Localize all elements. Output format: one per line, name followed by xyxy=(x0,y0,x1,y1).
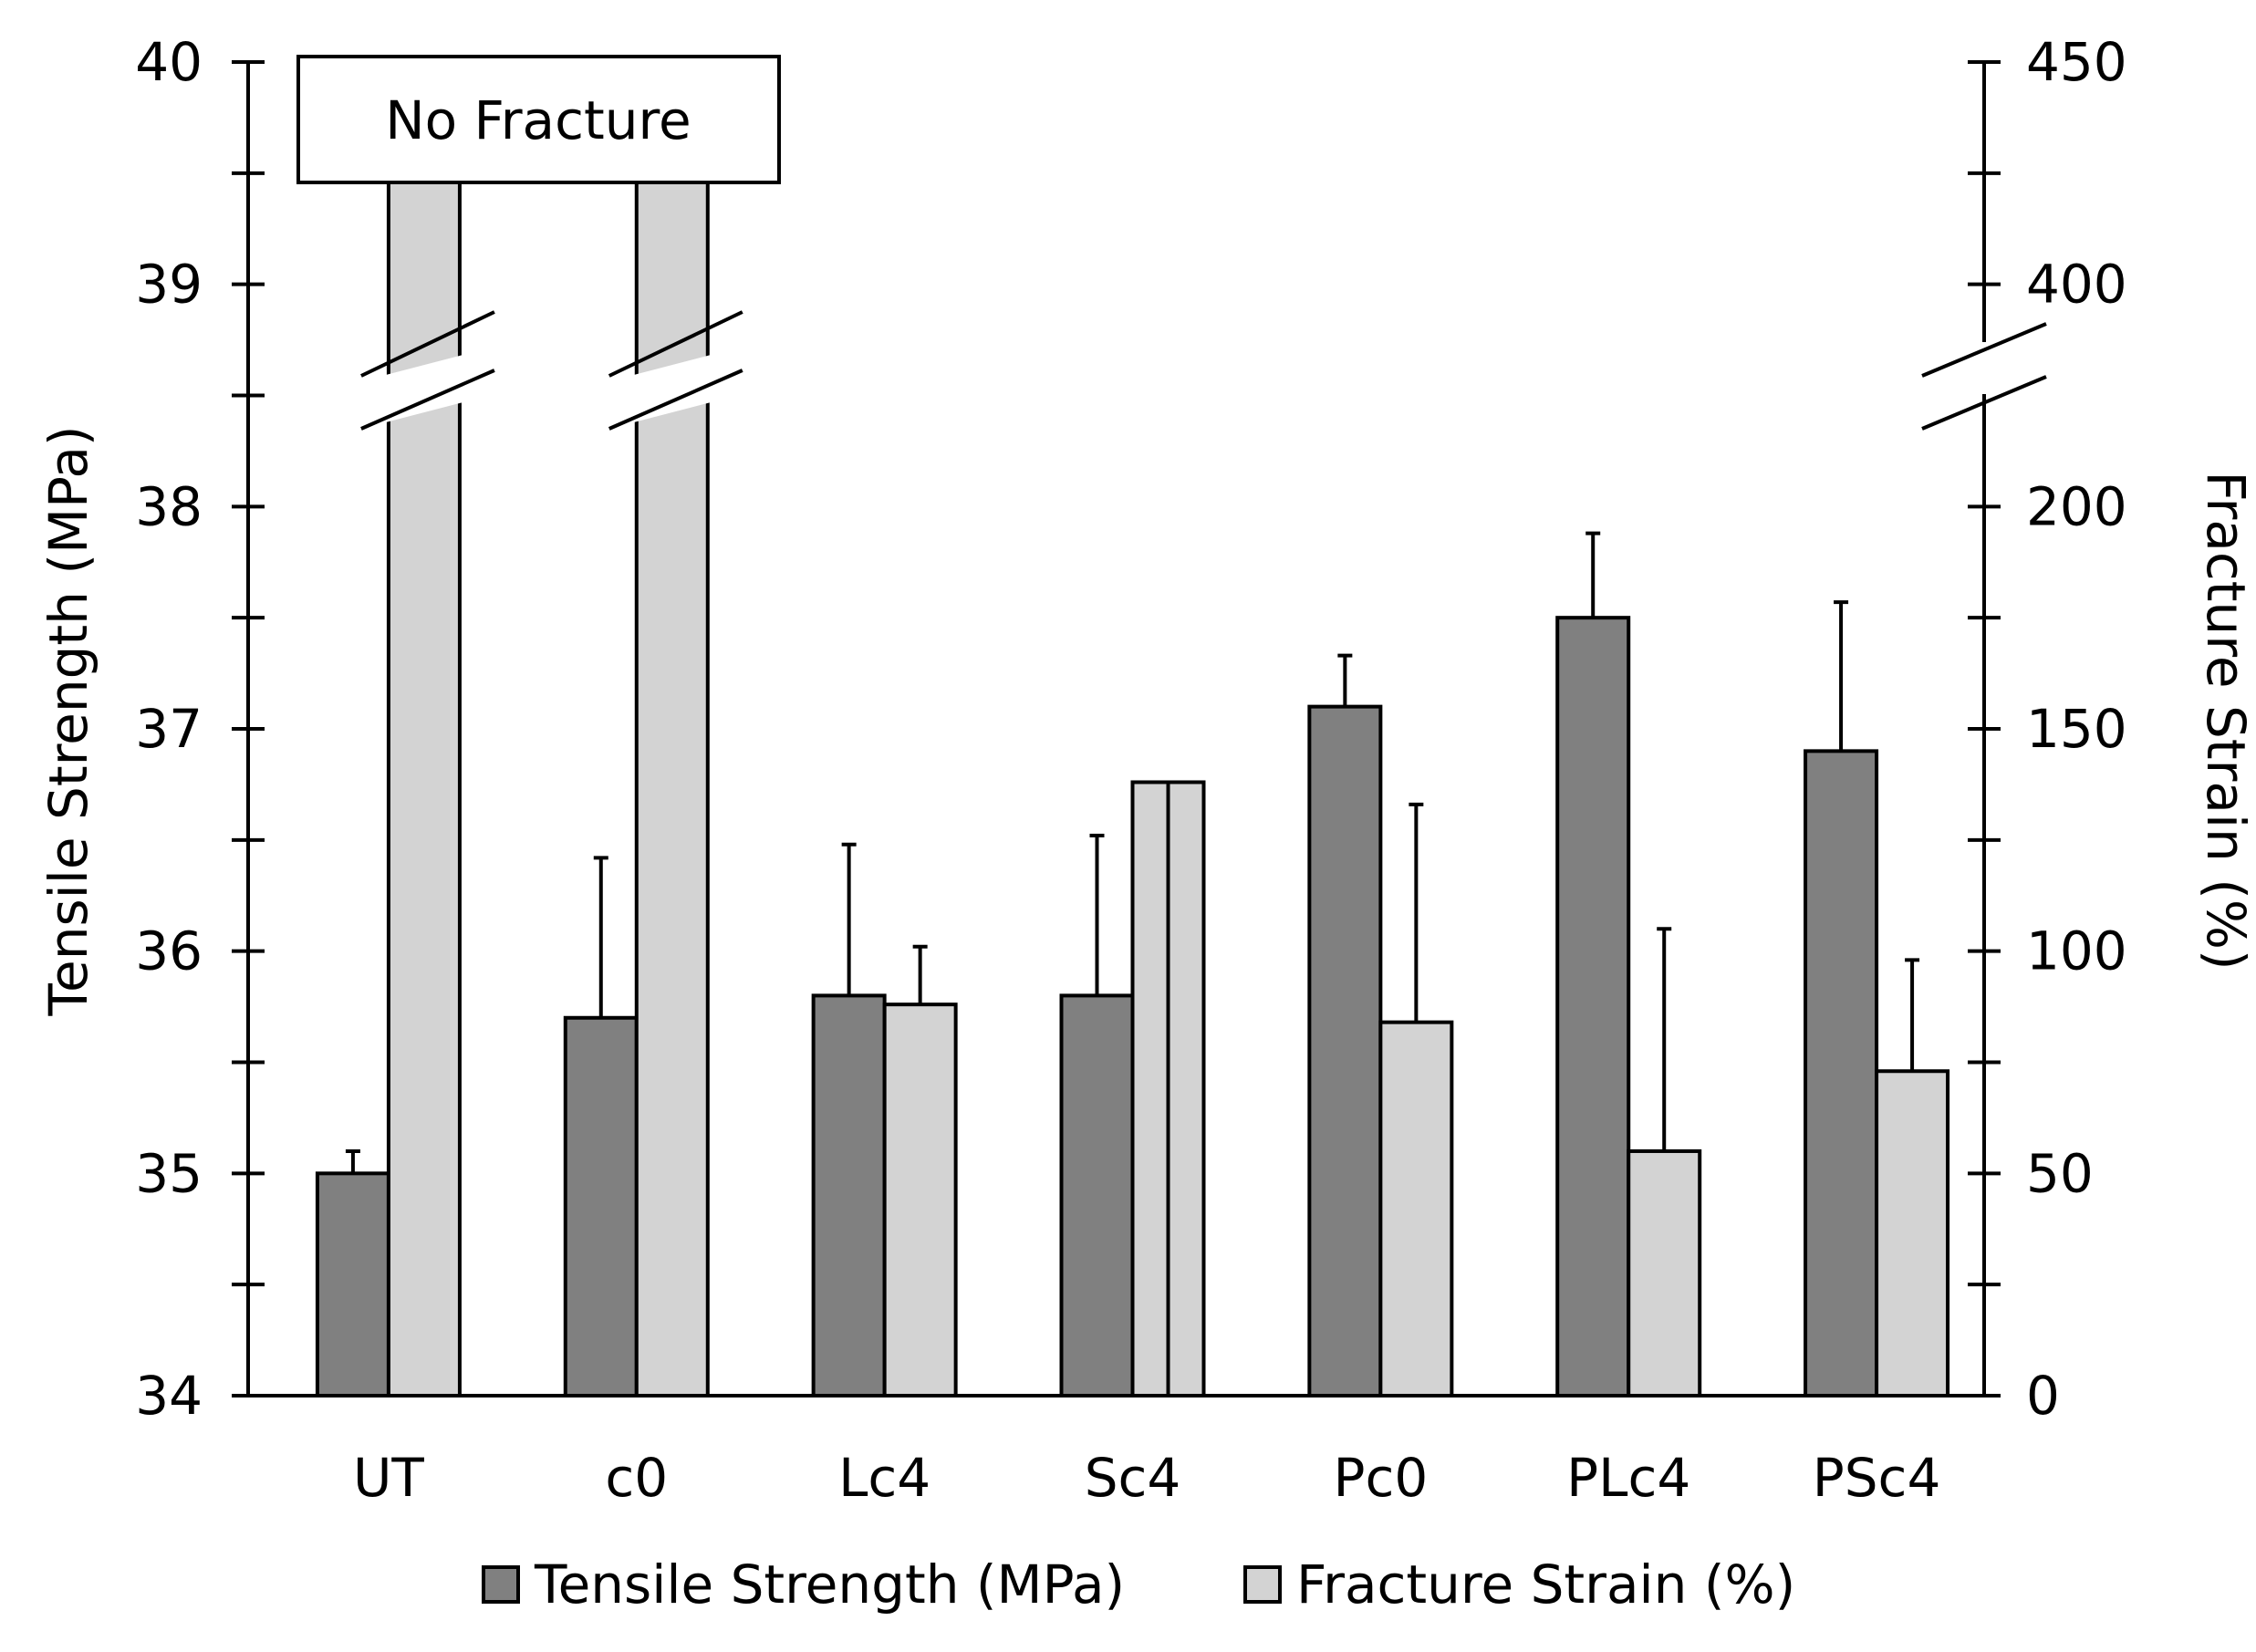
left-tick-label: 39 xyxy=(135,254,203,316)
x-category-label: PSc4 xyxy=(1813,1447,1941,1509)
right-tick-label: 450 xyxy=(2026,31,2127,93)
left-axis-title: Tensile Strength (MPa) xyxy=(37,425,99,1016)
bar-fracture-strain xyxy=(1627,1148,1702,1397)
bar-fracture-strain xyxy=(1378,1020,1454,1397)
bar-break-gap xyxy=(608,347,743,429)
left-tick-label: 38 xyxy=(135,475,203,537)
x-category-label: c0 xyxy=(605,1447,668,1509)
x-category-label: Sc4 xyxy=(1085,1447,1181,1509)
bar-tensile-strength xyxy=(315,1171,390,1398)
x-category-label: Pc0 xyxy=(1333,1447,1428,1509)
bar-tensile-strength xyxy=(1555,616,1631,1397)
right-tick-label: 150 xyxy=(2026,698,2127,760)
bar-break-mark-lower xyxy=(360,369,495,431)
no-fracture-label: No Fracture xyxy=(385,89,691,151)
legend-label-fracture-strain: Fracture Strain (%) xyxy=(1296,1553,1795,1616)
x-category-label: UT xyxy=(353,1447,424,1509)
legend-label-tensile-strength: Tensile Strength (MPa) xyxy=(534,1553,1125,1616)
right-tick-label: 400 xyxy=(2026,254,2127,316)
bar-tensile-strength xyxy=(811,993,887,1398)
legend-swatch-tensile-strength xyxy=(482,1565,520,1604)
legend: Tensile Strength (MPa) Fracture Strain (… xyxy=(482,1553,1795,1616)
legend-swatch-fracture-strain xyxy=(1243,1565,1282,1604)
right-tick-label: 50 xyxy=(2026,1142,2094,1204)
bar-break-mark-lower xyxy=(608,369,743,431)
bar-tensile-strength xyxy=(1804,749,1879,1397)
bar-break-mark-upper xyxy=(360,310,495,378)
bar-tensile-strength xyxy=(1059,993,1135,1398)
left-tick-label: 40 xyxy=(135,31,203,93)
bar-tensile-strength xyxy=(1307,704,1383,1397)
x-category-label: Lc4 xyxy=(838,1447,930,1509)
right-axis-break-mark-upper xyxy=(1921,322,2047,378)
bar-fracture-strain xyxy=(882,1003,958,1397)
right-tick-label: 0 xyxy=(2026,1365,2060,1427)
bar-tensile-strength xyxy=(563,1015,639,1398)
left-tick-label: 36 xyxy=(135,920,203,982)
right-axis-title: Fracture Strain (%) xyxy=(2195,471,2256,970)
bar-break-mark-upper xyxy=(608,310,743,378)
bar-fracture-strain xyxy=(1875,1069,1950,1398)
right-tick-label: 200 xyxy=(2026,475,2127,537)
right-tick-label: 100 xyxy=(2026,920,2127,982)
right-axis-break-mark-lower xyxy=(1921,375,2047,431)
bar-break-gap xyxy=(360,347,494,429)
no-fracture-box xyxy=(296,55,781,184)
left-tick-label: 35 xyxy=(135,1142,203,1204)
left-tick-label: 37 xyxy=(135,698,203,760)
x-category-label: PLc4 xyxy=(1566,1447,1690,1509)
left-tick-label: 34 xyxy=(135,1365,203,1427)
